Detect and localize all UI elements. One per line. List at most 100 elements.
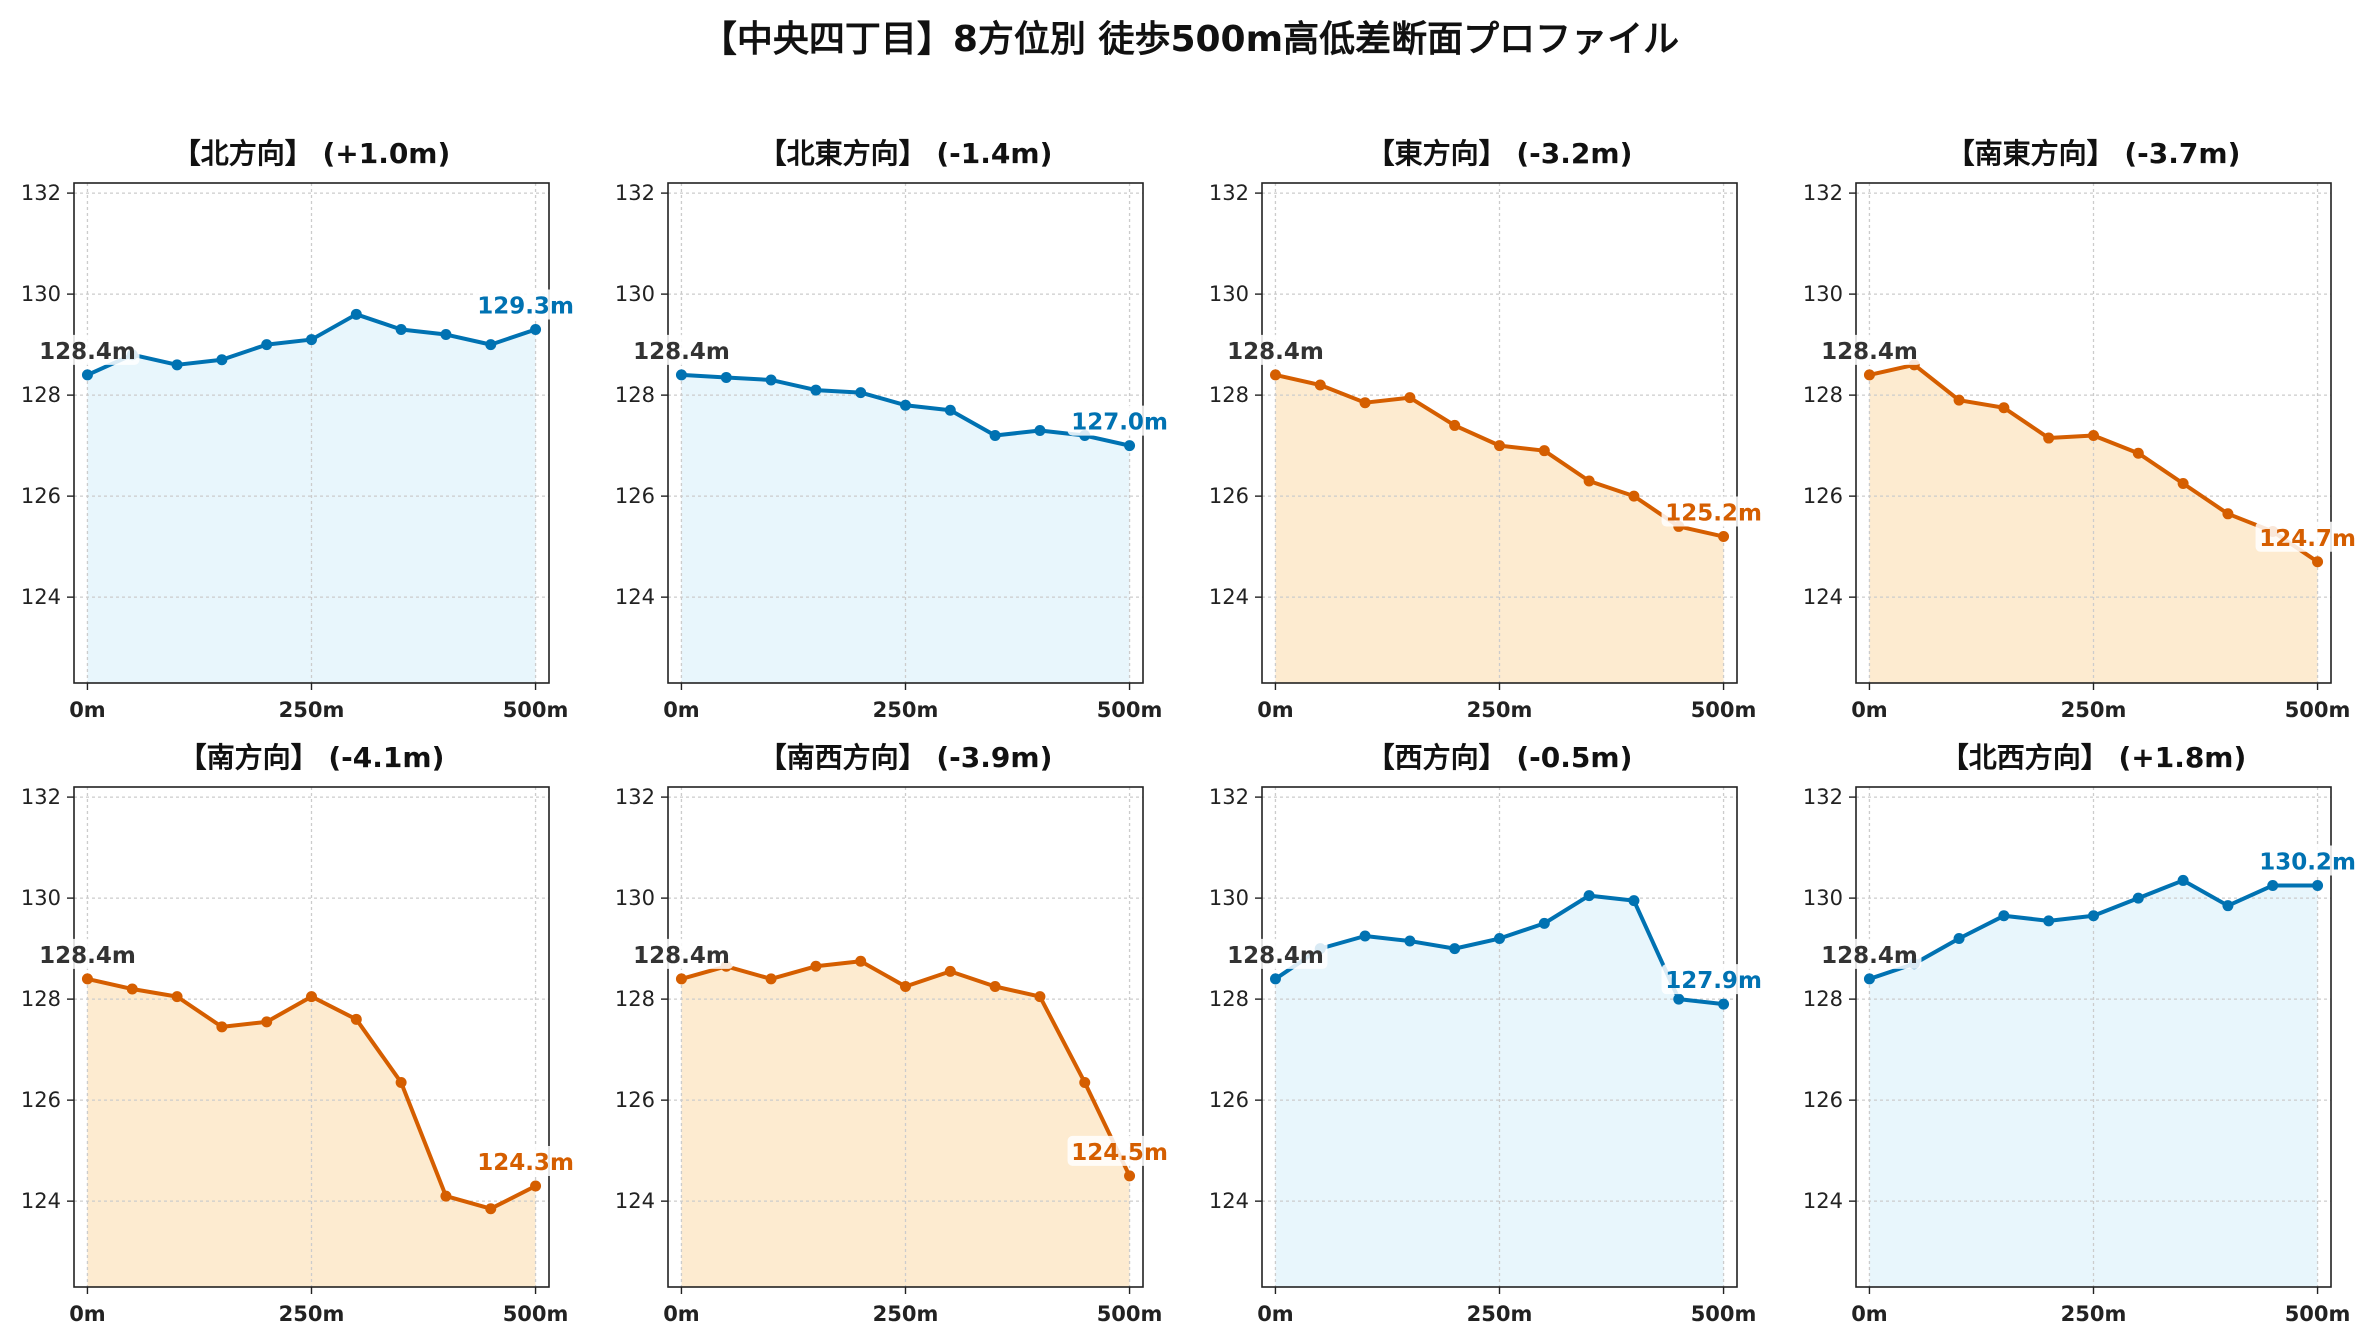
y-tick-label: 128: [1803, 383, 1843, 407]
y-tick-label: 124: [1803, 1189, 1843, 1213]
elevation-point: [485, 1203, 497, 1215]
elevation-point: [2132, 892, 2144, 904]
elevation-point: [1538, 917, 1550, 929]
elevation-point: [989, 980, 1001, 992]
y-tick-label: 132: [21, 181, 61, 205]
start-elevation-label: 128.4m: [1821, 943, 1918, 969]
end-label-box: [1661, 496, 1766, 527]
end-label-box: [2255, 845, 2360, 876]
elevation-point: [530, 323, 542, 335]
x-tick-label: 0m: [663, 1302, 700, 1326]
elevation-area: [1275, 374, 1724, 683]
start-label-box: [35, 938, 140, 969]
x-tick-label: 250m: [2061, 698, 2127, 722]
end-label-box: [473, 289, 578, 320]
start-label-box: [1223, 938, 1328, 969]
elevation-point: [2132, 447, 2144, 459]
elevation-point: [855, 387, 867, 399]
elevation-point: [261, 339, 273, 351]
elevation-point: [306, 334, 317, 346]
start-label-box: [1817, 334, 1922, 365]
y-tick-label: 124: [21, 585, 61, 609]
elevation-point: [2177, 478, 2189, 490]
y-tick-label: 128: [1803, 987, 1843, 1011]
elevation-point: [675, 973, 687, 985]
elevation-point: [306, 991, 317, 1003]
elevation-point: [530, 1180, 542, 1192]
elevation-point: [2267, 879, 2279, 891]
y-tick-label: 124: [615, 585, 655, 609]
start-elevation-label: 128.4m: [39, 943, 136, 969]
x-tick-label: 0m: [69, 1302, 106, 1326]
elevation-point: [1583, 475, 1595, 487]
elevation-point: [126, 983, 138, 995]
elevation-point: [2312, 556, 2324, 568]
x-tick-label: 500m: [503, 1302, 569, 1326]
y-tick-label: 130: [1209, 282, 1249, 306]
end-elevation-label: 127.9m: [1665, 968, 1762, 994]
panel-6: 【南西方向】 (-3.9m) 124 126 128 130 132 0m 250m 500m 1…: [615, 741, 1172, 1326]
panel-4: 【南東方向】 (-3.7m) 124 126 128 130 132 0m 250m 500m 1…: [1803, 137, 2360, 722]
end-elevation-label: 127.0m: [1071, 410, 1168, 436]
elevation-point: [1404, 392, 1416, 404]
elevation-area: [87, 314, 536, 683]
x-tick-label: 0m: [1257, 698, 1294, 722]
x-tick-label: 250m: [2061, 1302, 2127, 1326]
end-elevation-label: 124.5m: [1071, 1140, 1168, 1166]
panel-title: 【南西方向】 (-3.9m): [759, 741, 1053, 774]
y-tick-label: 126: [1803, 484, 1843, 508]
elevation-point: [1863, 369, 1875, 381]
elevation-point: [1034, 424, 1046, 436]
elevation-point: [1583, 890, 1595, 902]
elevation-point: [1494, 933, 1505, 945]
start-label-box: [35, 334, 140, 365]
end-elevation-label: 130.2m: [2259, 849, 2356, 875]
elevation-point: [720, 371, 732, 383]
panel-title: 【西方向】 (-0.5m): [1367, 741, 1633, 774]
end-label-box: [2255, 521, 2360, 552]
elevation-point: [1034, 991, 1046, 1003]
elevation-point: [944, 965, 956, 977]
x-tick-label: 0m: [1851, 698, 1888, 722]
elevation-point: [2312, 879, 2324, 891]
y-tick-label: 132: [21, 785, 61, 809]
elevation-point: [395, 323, 407, 335]
elevation-point: [989, 430, 1001, 442]
elevation-point: [1494, 440, 1505, 452]
y-tick-label: 130: [1209, 886, 1249, 910]
elevation-point: [810, 960, 822, 972]
elevation-point: [1404, 935, 1416, 947]
x-tick-label: 500m: [2285, 1302, 2351, 1326]
x-tick-label: 250m: [1467, 1302, 1533, 1326]
panel-3: 【東方向】 (-3.2m) 124 126 128 130 132 0m 250m 500m 12…: [1209, 137, 1766, 722]
end-elevation-label: 125.2m: [1665, 501, 1762, 527]
panel-title: 【北西方向】 (+1.8m): [1941, 741, 2247, 774]
elevation-point: [1998, 402, 2010, 414]
elevation-point: [765, 973, 777, 985]
elevation-point: [2222, 900, 2234, 912]
y-tick-label: 132: [1209, 785, 1249, 809]
start-label-box: [1223, 334, 1328, 365]
panel-title: 【南方向】 (-4.1m): [179, 741, 445, 774]
elevation-point: [81, 369, 93, 381]
elevation-point: [1359, 930, 1371, 942]
elevation-point: [765, 374, 777, 386]
elevation-area: [1869, 364, 2318, 683]
y-tick-label: 126: [615, 484, 655, 508]
end-label-box: [1067, 405, 1172, 436]
elevation-point: [440, 329, 452, 341]
panel-title: 【北方向】 (+1.0m): [173, 137, 451, 170]
x-tick-label: 500m: [1691, 698, 1757, 722]
elevation-point: [1124, 440, 1136, 452]
elevation-point: [1628, 895, 1640, 907]
x-tick-label: 0m: [1851, 1302, 1888, 1326]
y-tick-label: 132: [1803, 785, 1843, 809]
panel-5: 【南方向】 (-4.1m) 124 126 128 130 132 0m 250m 500m 12…: [21, 741, 578, 1326]
y-tick-label: 130: [21, 886, 61, 910]
y-tick-label: 132: [615, 181, 655, 205]
elevation-point: [855, 955, 867, 967]
y-tick-label: 132: [615, 785, 655, 809]
elevation-point: [1124, 1170, 1136, 1182]
end-elevation-label: 124.7m: [2259, 526, 2356, 552]
